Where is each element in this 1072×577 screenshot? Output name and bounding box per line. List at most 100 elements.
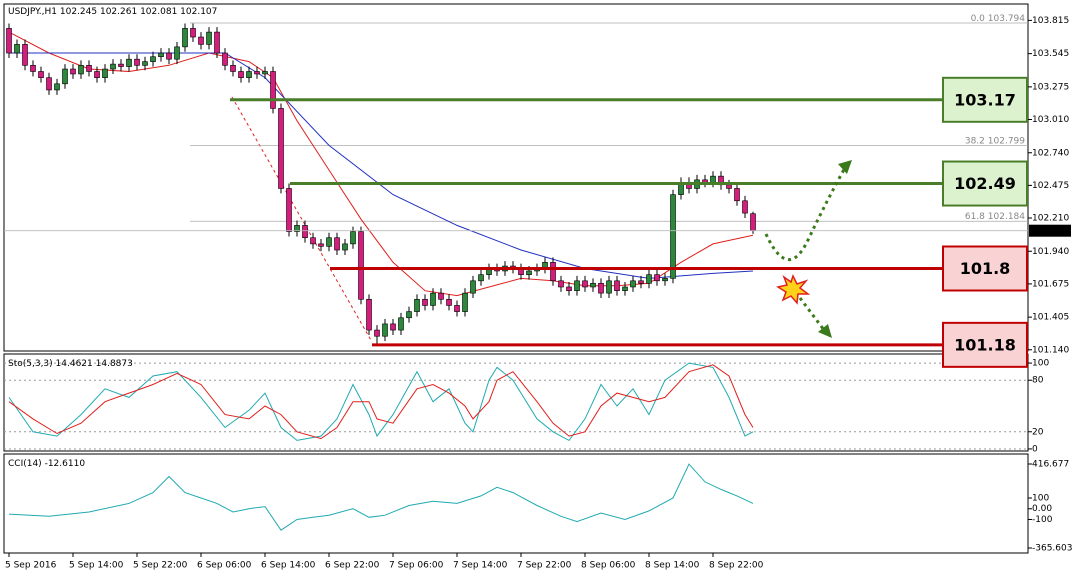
candle-body [438,292,444,300]
x-tick-label: 6 Sep 22:00 [325,561,380,571]
x-tick-label: 8 Sep 22:00 [709,561,764,571]
x-tick-label: 7 Sep 14:00 [453,561,508,571]
candle-body [582,280,588,288]
candle-body [550,262,556,282]
candle-body [590,282,596,288]
cci-panel [3,453,1029,554]
x-tick-label: 8 Sep 06:00 [581,561,636,571]
x-tick-label: 7 Sep 06:00 [389,561,444,571]
candle-body [46,77,52,91]
candle-body [606,280,612,294]
candle-body [246,71,252,78]
candle-body [38,71,44,78]
y-tick-label: 0 [1032,444,1038,454]
y-tick-label: 103.275 [1032,82,1069,92]
fib-label: 61.8 102.184 [965,212,1025,222]
stoch-title: Sto(5,3,3) [8,359,53,369]
candle-body [94,71,100,78]
y-tick-label: 20 [1032,427,1044,437]
candle-body [278,108,284,189]
x-tick-label: 5 Sep 14:00 [69,561,124,571]
candle-body [62,68,68,85]
candle-body [726,184,732,189]
candle-body [214,31,220,54]
trend-line [231,96,373,343]
candle-body [750,213,756,232]
candle-body [102,68,108,78]
y-tick-label: 101.140 [1032,345,1069,355]
y-tick-label: 100 [1032,494,1049,504]
marks: 103.815 103.545 103.275 103.010 102.740 102.4… [4,13,1072,571]
candle-body [670,194,676,279]
stoch-header: Sto(5,3,3) 14.4621 14.8873 [8,359,133,369]
candle-body [638,280,644,284]
cci-header: CCI(14) -12.6110 [8,459,85,469]
candle-body [446,298,452,306]
candle-body [142,61,148,66]
candle-body [334,237,340,251]
level-label: 101.18 [954,335,1016,354]
x-tick-label: 6 Sep 06:00 [197,561,252,571]
level-box [942,321,1028,368]
candle-body [262,71,268,75]
candle-body [174,46,180,60]
x-tick-label: 5 Sep 22:00 [133,561,188,571]
y-tick-label: 102.475 [1032,181,1069,191]
candle-body [150,56,156,62]
y-tick-label: 101.940 [1032,247,1069,257]
candle-body [390,323,396,331]
fib-price: 102.184 [988,212,1025,222]
candle-body [342,243,348,251]
y-tick-label: 416.677 [1032,460,1069,470]
y-tick-label: 102.740 [1032,148,1069,158]
y-tick-label: 102.210 [1032,214,1069,224]
x-tick-label: 6 Sep 14:00 [261,561,316,571]
candle-body [110,63,116,70]
level-label: 101.8 [960,259,1011,278]
candle-body [318,243,324,247]
last-high: 102.261 [100,7,137,17]
candle-body [166,52,172,60]
x-tick-label: 5 Sep 2016 [5,561,57,571]
series-line [8,31,754,297]
price-tag-label: 102.107 [1031,226,1068,236]
candle-body [430,292,436,306]
fib-level: 61.8 [965,212,985,222]
cci-value: -12.6110 [45,459,86,469]
candle-body [14,44,20,54]
y-tick-label: 101.405 [1032,313,1069,323]
candle-body [350,231,356,245]
last-low: 102.081 [140,7,177,17]
fib-price: 103.794 [988,13,1025,23]
stoch-signal: 14.8873 [96,359,133,369]
x-tick-label: 7 Sep 22:00 [517,561,572,571]
candle-body [86,65,92,72]
candle-body [198,36,204,45]
candle-body [654,274,660,282]
candle-body [190,28,196,38]
candle-body [302,225,308,239]
last-open: 102.245 [60,7,97,17]
down-arrowhead [818,324,832,338]
price-tag [1029,224,1071,237]
series-line [8,463,754,531]
candle-body [294,225,300,232]
candle-body [734,188,740,202]
candle-body [702,179,708,183]
candle-body [478,274,484,282]
up-arrow [764,165,848,262]
candle-body [158,52,164,58]
candle-body [454,305,460,312]
level-box [942,76,1028,123]
level-label: 102.49 [954,174,1016,193]
candle-body [270,71,276,109]
candle-body [118,63,124,67]
level-box [942,160,1028,207]
candle-body [470,280,476,294]
fib-level: 38.2 [965,136,985,146]
candle-body [182,28,188,48]
candle-body [422,298,428,306]
last-close: 102.107 [180,7,217,17]
y-tick-label: 100 [1032,359,1049,369]
